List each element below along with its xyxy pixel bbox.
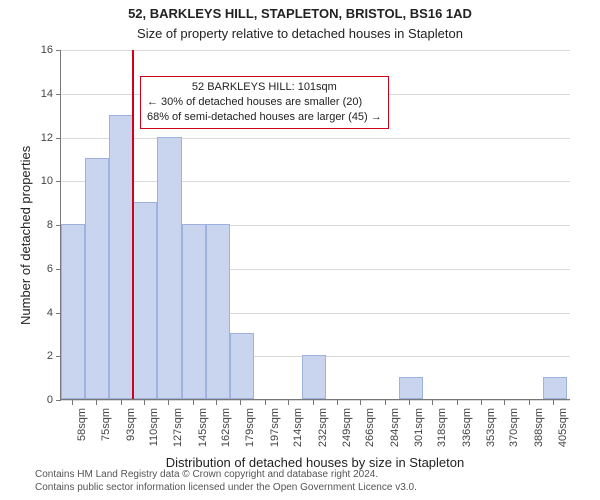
x-tick xyxy=(288,400,289,405)
x-tick xyxy=(360,400,361,405)
footer-line-1: Contains HM Land Registry data © Crown c… xyxy=(35,469,417,482)
grid-line xyxy=(61,181,570,182)
grid-line xyxy=(61,400,570,401)
y-tick-label: 6 xyxy=(31,263,53,275)
x-tick xyxy=(553,400,554,405)
x-tick xyxy=(144,400,145,405)
histogram-bar xyxy=(85,158,109,399)
x-tick xyxy=(457,400,458,405)
histogram-bar xyxy=(543,377,567,399)
histogram-bar xyxy=(182,224,206,399)
x-tick xyxy=(240,400,241,405)
y-tick-label: 16 xyxy=(31,44,53,56)
histogram-bar xyxy=(206,224,230,399)
x-axis-title: Distribution of detached houses by size … xyxy=(60,455,570,470)
x-tick xyxy=(504,400,505,405)
y-tick-label: 2 xyxy=(31,350,53,362)
x-tick xyxy=(337,400,338,405)
annotation-line: 52 BARKLEYS HILL: 101sqm xyxy=(147,80,382,95)
y-tick xyxy=(56,181,61,182)
annotation-box: 52 BARKLEYS HILL: 101sqm← 30% of detache… xyxy=(140,76,389,129)
histogram-bar xyxy=(109,115,133,399)
y-axis-title: Number of detached properties xyxy=(18,146,33,325)
marker-line xyxy=(132,50,134,399)
plot-area: 024681012141652 BARKLEYS HILL: 101sqm← 3… xyxy=(60,50,570,400)
grid-line xyxy=(61,138,570,139)
y-tick-label: 8 xyxy=(31,219,53,231)
grid-line xyxy=(61,50,570,51)
chart-title-main: 52, BARKLEYS HILL, STAPLETON, BRISTOL, B… xyxy=(0,6,600,21)
histogram-bar xyxy=(133,202,157,399)
histogram-bar xyxy=(230,333,254,399)
y-tick-label: 0 xyxy=(31,394,53,406)
annotation-line: ← 30% of detached houses are smaller (20… xyxy=(147,95,382,110)
x-tick xyxy=(409,400,410,405)
x-tick xyxy=(121,400,122,405)
y-tick-label: 4 xyxy=(31,307,53,319)
footer-line-2: Contains public sector information licen… xyxy=(35,482,417,495)
x-tick xyxy=(313,400,314,405)
chart-title-sub: Size of property relative to detached ho… xyxy=(0,26,600,41)
y-tick-label: 10 xyxy=(31,175,53,187)
y-tick xyxy=(56,94,61,95)
y-tick xyxy=(56,138,61,139)
x-tick xyxy=(193,400,194,405)
x-tick xyxy=(265,400,266,405)
chart-container: 52, BARKLEYS HILL, STAPLETON, BRISTOL, B… xyxy=(0,0,600,500)
x-tick xyxy=(72,400,73,405)
annotation-line: 68% of semi-detached houses are larger (… xyxy=(147,110,382,125)
histogram-bar xyxy=(302,355,326,399)
histogram-bar xyxy=(157,137,181,400)
histogram-bar xyxy=(399,377,423,399)
attribution-footer: Contains HM Land Registry data © Crown c… xyxy=(35,469,417,494)
histogram-bar xyxy=(61,224,85,399)
x-tick xyxy=(481,400,482,405)
x-tick xyxy=(168,400,169,405)
y-tick-label: 14 xyxy=(31,88,53,100)
y-tick xyxy=(56,50,61,51)
y-tick xyxy=(56,400,61,401)
x-tick xyxy=(432,400,433,405)
x-tick xyxy=(96,400,97,405)
x-tick xyxy=(385,400,386,405)
x-tick xyxy=(529,400,530,405)
y-tick-label: 12 xyxy=(31,132,53,144)
x-tick xyxy=(216,400,217,405)
